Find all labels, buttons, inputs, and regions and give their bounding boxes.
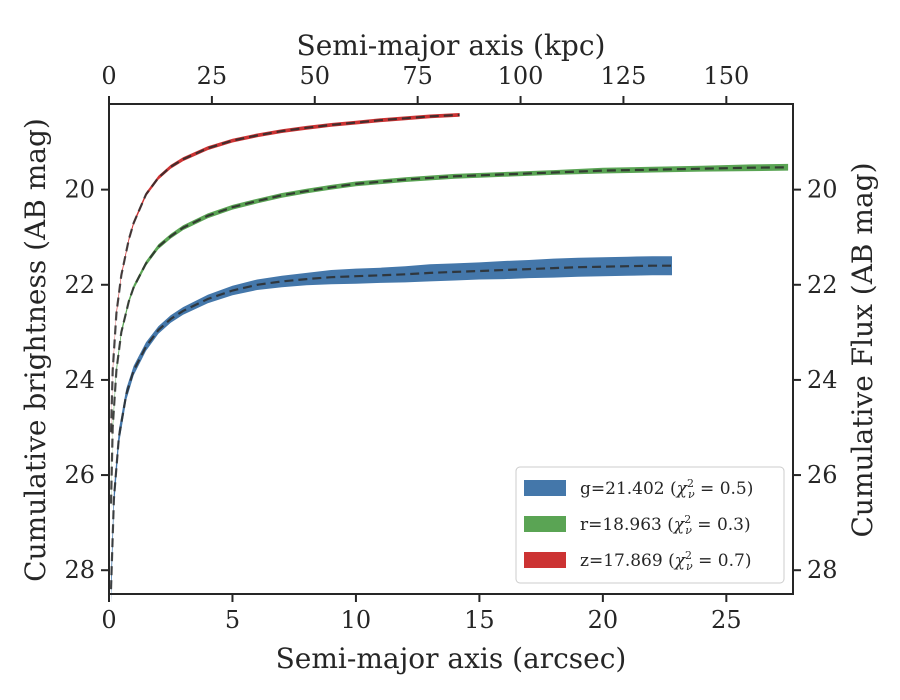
y-tick-label-4: 28 — [64, 556, 95, 584]
y-tick-label-3: 26 — [64, 461, 95, 489]
series-fit-line-1 — [109, 166, 789, 504]
legend: g=21.402 (χ2 ν = 0.5) r=18.963 (χ2 ν = 0.3)… — [515, 466, 785, 584]
legend-label-2: z=17.869 (χ2 ν = 0.7) — [580, 549, 751, 573]
y2-tick-label-3: 26 — [807, 461, 838, 489]
x2-tick-label-2: 50 — [300, 62, 331, 90]
y-tick-label-2: 24 — [64, 366, 95, 394]
x-tick-label-5: 25 — [711, 606, 742, 634]
y2-axis-label: Cumulative Flux (AB mag) — [846, 162, 879, 537]
x-tick-label-4: 20 — [588, 606, 619, 634]
x2-tick-label-3: 75 — [402, 62, 433, 90]
x2-tick-label-6: 150 — [703, 62, 749, 90]
legend-swatch-1 — [524, 516, 566, 532]
x-axis-label: Semi-major axis (arcsec) — [276, 642, 627, 675]
axes-frame — [108, 103, 794, 595]
y2-tick-label-1: 22 — [807, 271, 838, 299]
y-axis-label: Cumulative brightness (AB mag) — [19, 118, 52, 582]
model-fit-lines — [109, 113, 789, 590]
x2-tick-label-1: 25 — [197, 62, 228, 90]
x-tick-label-0: 0 — [101, 606, 116, 634]
x2-axis-label: Semi-major axis (kpc) — [297, 29, 606, 62]
legend-swatch-0 — [524, 480, 566, 496]
series-fit-line-0 — [109, 264, 672, 590]
x-tick-label-2: 10 — [341, 606, 372, 634]
legend-swatch-2 — [524, 552, 566, 568]
legend-label-0: g=21.402 (χ2 ν = 0.5) — [580, 477, 753, 501]
y-tick-label-1: 22 — [64, 271, 95, 299]
y2-tick-label-0: 20 — [807, 176, 838, 204]
legend-label-1: r=18.963 (χ2 ν = 0.3) — [580, 513, 751, 537]
x-tick-label-3: 15 — [464, 606, 495, 634]
x2-tick-label-0: 0 — [101, 62, 116, 90]
y2-tick-label-4: 28 — [807, 556, 838, 584]
series-fit-line-2 — [109, 113, 460, 433]
axis-ticks: 0 5 10 15 20 25 0 25 50 75 100 125 150 20 20 22 22 24 24 26… — [64, 62, 837, 634]
x2-tick-label-5: 125 — [601, 62, 647, 90]
x2-tick-label-4: 100 — [498, 62, 544, 90]
x-tick-label-1: 5 — [225, 606, 240, 634]
y-tick-label-0: 20 — [64, 176, 95, 204]
y2-tick-label-2: 24 — [807, 366, 838, 394]
series-band-1 — [111, 163, 789, 510]
legend-frame — [515, 466, 785, 584]
